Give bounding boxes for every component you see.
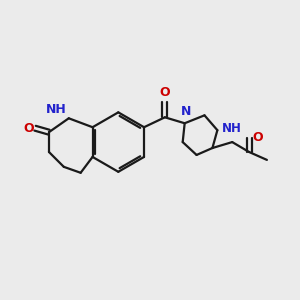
- Text: NH: NH: [46, 103, 67, 116]
- Text: NH: NH: [222, 122, 242, 135]
- Text: N: N: [181, 105, 191, 118]
- Text: O: O: [23, 122, 34, 135]
- Text: O: O: [160, 86, 170, 100]
- Text: O: O: [252, 130, 263, 144]
